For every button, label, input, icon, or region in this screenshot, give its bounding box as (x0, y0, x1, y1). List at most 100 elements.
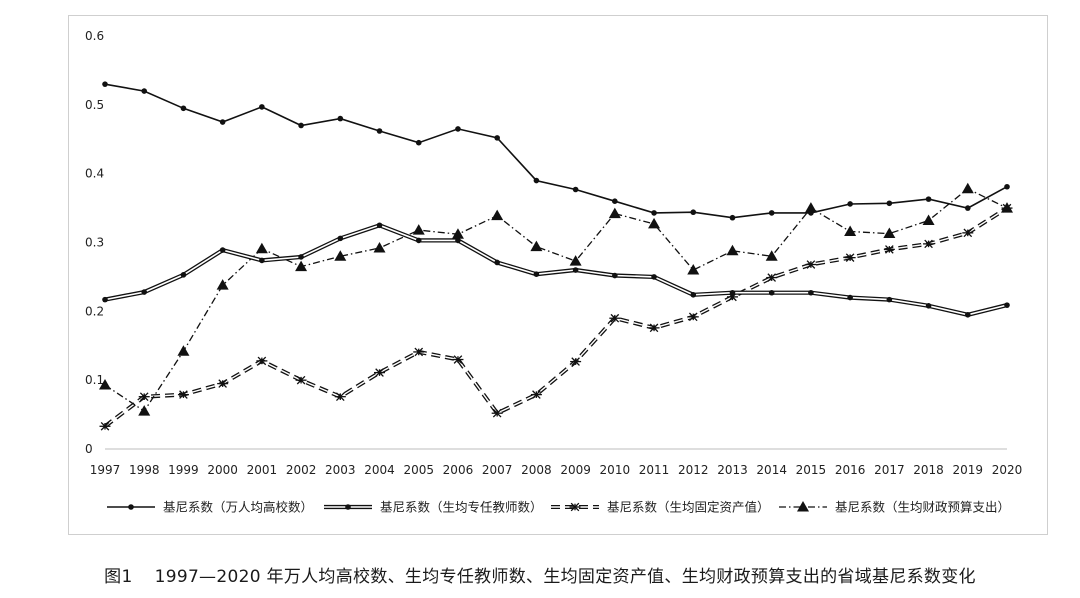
data-point (886, 200, 893, 207)
data-point (141, 88, 148, 94)
data-point (138, 392, 150, 401)
legend-label: 基尼系数（生均固定资产值） (607, 500, 770, 515)
x-tick-label: 2012 (678, 463, 709, 477)
data-point (138, 405, 151, 416)
data-point (570, 357, 582, 366)
data-point (847, 201, 853, 207)
data-point (413, 347, 425, 357)
data-point (533, 271, 540, 277)
data-point (256, 356, 268, 366)
data-point (374, 368, 386, 377)
data-point (1004, 302, 1010, 308)
data-point (612, 198, 618, 204)
x-tick-label: 1999 (168, 463, 199, 477)
data-point (844, 225, 857, 236)
series-line (104, 83, 1008, 219)
series-4 (99, 182, 1013, 416)
x-tick-label: 2013 (717, 463, 748, 477)
x-tick-label: 2007 (482, 463, 513, 477)
data-point (141, 289, 148, 295)
x-tick-label: 2011 (639, 463, 670, 477)
data-point (415, 139, 422, 146)
x-tick-label: 2015 (796, 463, 827, 477)
x-tick-label: 2009 (560, 463, 591, 477)
data-point (491, 209, 504, 221)
data-point (455, 237, 461, 244)
figure-caption-label: 图1 (104, 567, 133, 587)
chart-frame: 0 0.1 0.2 0.3 0.4 0.5 0.6 1997 1998 1999 2000 2001 2… (68, 15, 1048, 535)
series-line-inner (104, 224, 1008, 316)
data-point (491, 408, 503, 418)
data-point (765, 250, 778, 261)
data-point (376, 128, 383, 134)
legend-marker (797, 501, 809, 512)
x-tick-label: 2017 (874, 463, 905, 477)
data-point (964, 205, 971, 211)
data-point (923, 239, 935, 249)
x-tick-label: 2004 (364, 463, 395, 477)
data-point (217, 379, 229, 388)
x-tick-label: 2000 (207, 463, 238, 477)
data-point (572, 267, 579, 273)
series-2 (102, 222, 1010, 318)
data-point (337, 235, 344, 242)
series-line (104, 223, 1008, 317)
x-tick-label: 2001 (247, 463, 278, 477)
data-point (298, 122, 304, 129)
y-tick-label: 0.3 (85, 236, 104, 250)
data-point (259, 257, 265, 264)
y-tick-label: 0.2 (85, 304, 104, 318)
x-tick-label: 2005 (403, 463, 434, 477)
data-point (925, 196, 932, 202)
x-tick-label: 2008 (521, 463, 552, 477)
data-point (99, 378, 111, 390)
data-point (925, 303, 932, 309)
data-point (726, 244, 739, 256)
series-line-inner (104, 207, 1008, 427)
data-point (219, 119, 226, 125)
data-point (530, 390, 542, 399)
data-point (102, 296, 108, 303)
y-tick-label: 0.5 (85, 98, 104, 112)
data-point (651, 274, 657, 280)
x-tick-label: 2019 (953, 463, 984, 477)
data-point (415, 237, 422, 244)
legend-item: 基尼系数（生均专任教师数） (324, 500, 543, 515)
legend-label: 基尼系数（生均专任教师数） (380, 500, 543, 515)
series-line (104, 188, 1008, 413)
x-tick-label: 2003 (325, 463, 356, 477)
data-point (612, 272, 618, 279)
data-point (1001, 202, 1013, 213)
data-point (651, 210, 657, 216)
y-tick-label: 0.6 (85, 29, 104, 43)
data-point (844, 253, 856, 262)
legend: 基尼系数（万人均高校数） 基尼系数（生均专任教师数） 基尼系数（生均固定资产值） 基尼… (107, 500, 1010, 515)
data-point (808, 210, 814, 216)
data-point (687, 264, 700, 275)
x-tick-label: 2002 (286, 463, 317, 477)
data-point (886, 296, 893, 303)
data-point (883, 227, 896, 239)
data-point (455, 126, 461, 132)
data-point (808, 289, 814, 296)
data-point (729, 214, 736, 221)
line-chart: 0 0.1 0.2 0.3 0.4 0.5 0.6 1997 1998 1999 2000 2001 2… (85, 29, 1023, 515)
series-1 (102, 81, 1010, 221)
data-point (334, 250, 347, 261)
x-tick-label: 2020 (992, 463, 1023, 477)
data-point (180, 105, 187, 112)
data-point (216, 279, 229, 290)
x-tick-label: 2016 (835, 463, 866, 477)
legend-item: 基尼系数（生均财政预算支出） (779, 500, 1010, 515)
data-point (298, 254, 304, 260)
data-point (690, 209, 697, 216)
data-point (255, 242, 268, 254)
data-point (729, 289, 736, 296)
data-point (690, 292, 697, 298)
data-point (412, 224, 425, 235)
data-point (452, 355, 464, 364)
data-point (373, 242, 386, 253)
x-tick-label: 1997 (90, 463, 121, 477)
data-point (608, 207, 621, 219)
data-point (687, 312, 699, 322)
